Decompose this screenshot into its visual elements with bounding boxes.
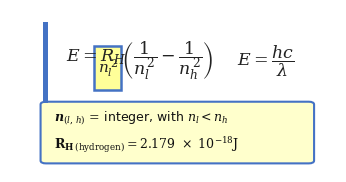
Bar: [43, 22, 48, 103]
Bar: [43, 22, 311, 103]
Text: $\boldsymbol{n}_{(l,\,h)}$$\,=\,$integer, with $n_l < n_h$: $\boldsymbol{n}_{(l,\,h)}$$\,=\,$integer…: [54, 109, 228, 126]
Text: $\mathbf{R_H}$$\mathbf{_{\,\rm{(hydrogen)}}}$$= 2.179\ \times\ 10^{-18}\rm{J}$: $\mathbf{R_H}$$\mathbf{_{\,\rm{(hydrogen…: [54, 135, 239, 155]
FancyBboxPatch shape: [94, 46, 121, 90]
Text: $E = \dfrac{hc}{\lambda}$: $E = \dfrac{hc}{\lambda}$: [237, 43, 294, 79]
Text: $n_l^{\,2}$: $n_l^{\,2}$: [98, 57, 118, 79]
Text: $E = R_H\!\left(\dfrac{1}{n_l^{\,2}}-\dfrac{1}{n_h^{\,2}}\right)$: $E = R_H\!\left(\dfrac{1}{n_l^{\,2}}-\df…: [66, 40, 213, 82]
FancyBboxPatch shape: [40, 102, 314, 163]
